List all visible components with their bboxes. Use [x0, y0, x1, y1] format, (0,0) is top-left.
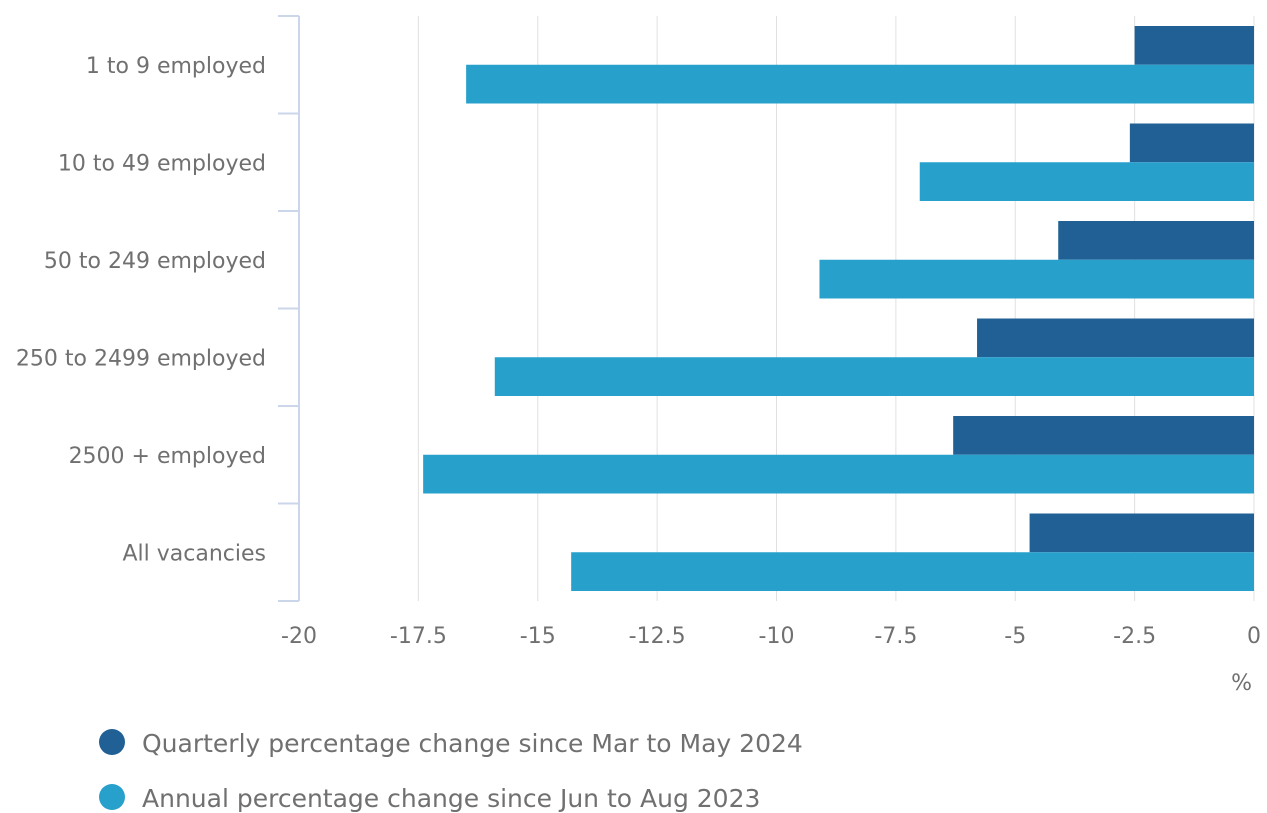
legend-label: Annual percentage change since Jun to Au… — [142, 784, 760, 813]
legend-marker — [99, 784, 125, 810]
y-tick-label: 1 to 9 employed — [86, 54, 266, 79]
legend-label: Quarterly percentage change since Mar to… — [142, 729, 803, 758]
y-tick-label: All vacancies — [123, 541, 267, 566]
bar — [977, 318, 1254, 358]
x-tick-label: 0 — [1247, 624, 1261, 649]
x-tick-label: -10 — [759, 624, 795, 649]
bar — [423, 454, 1254, 494]
bar — [1134, 26, 1254, 65]
bar — [571, 552, 1254, 591]
y-tick-label: 50 to 249 employed — [44, 249, 266, 274]
bar — [919, 162, 1254, 201]
x-tick-label: -2.5 — [1113, 624, 1156, 649]
bar — [494, 357, 1254, 396]
bar — [466, 64, 1254, 104]
bar — [1058, 221, 1254, 260]
y-tick-label: 10 to 49 employed — [58, 151, 266, 176]
x-tick-label: -5 — [1004, 624, 1026, 649]
x-tick-label: -15 — [520, 624, 556, 649]
x-axis-label: % — [1231, 671, 1252, 696]
x-tick-label: -12.5 — [629, 624, 686, 649]
bar — [1029, 513, 1254, 553]
x-tick-label: -17.5 — [390, 624, 447, 649]
y-tick-label: 250 to 2499 employed — [16, 346, 266, 371]
x-tick-label: -7.5 — [874, 624, 917, 649]
x-tick-label: -20 — [281, 624, 317, 649]
bar — [1129, 123, 1254, 163]
y-tick-label: 2500 + employed — [69, 444, 266, 469]
bar — [819, 259, 1254, 299]
legend-marker — [99, 729, 125, 755]
bar — [953, 416, 1254, 455]
